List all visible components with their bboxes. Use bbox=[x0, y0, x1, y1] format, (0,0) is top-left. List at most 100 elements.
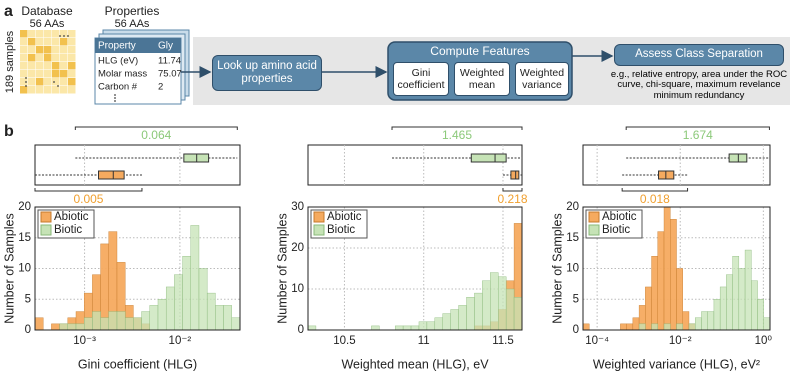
hist-bar bbox=[670, 219, 677, 331]
y-tick-label: 20 bbox=[291, 242, 304, 254]
table-cell: Molar mass bbox=[98, 69, 147, 80]
hist-bar bbox=[223, 305, 232, 331]
hist-bar bbox=[67, 323, 77, 331]
matrix-cell bbox=[68, 46, 76, 54]
hist-bar bbox=[744, 249, 752, 331]
plot-border bbox=[34, 206, 241, 331]
matrix-cell bbox=[52, 70, 60, 78]
hist-bar bbox=[426, 321, 436, 331]
matrix-cell bbox=[68, 30, 76, 38]
matrix-cell bbox=[28, 38, 36, 46]
hist-bar bbox=[402, 325, 412, 331]
matrix-cell bbox=[60, 86, 68, 94]
hist-bar bbox=[34, 317, 44, 331]
dot bbox=[57, 85, 59, 87]
feature-box: Weighted mean bbox=[454, 62, 510, 96]
dot bbox=[59, 35, 61, 37]
hist-bar bbox=[757, 299, 764, 331]
matrix-cell bbox=[68, 62, 76, 70]
table-cell: Carbon # bbox=[98, 82, 138, 93]
bracket bbox=[34, 188, 143, 192]
legend-label: Abiotic bbox=[602, 211, 637, 223]
x-axis-label: Gini coefficient (HLG) bbox=[78, 357, 197, 371]
y-tick-label: 20 bbox=[18, 201, 31, 213]
hist-bar bbox=[626, 323, 634, 331]
x-axis-label: Weighted variance (HLG), eV² bbox=[593, 357, 760, 371]
matrix-cell bbox=[44, 78, 52, 86]
hist-bar bbox=[174, 274, 183, 331]
hist-bar bbox=[620, 323, 627, 331]
x-tick-label: 10⁻³ bbox=[73, 335, 96, 347]
matrix-cell bbox=[52, 78, 60, 86]
hist-bar bbox=[165, 286, 175, 331]
legend-swatch bbox=[588, 224, 600, 236]
matrix-cell bbox=[36, 38, 44, 46]
hist-bar bbox=[701, 311, 708, 331]
legend-swatch bbox=[313, 224, 325, 236]
hist-bar bbox=[632, 317, 640, 331]
bracket bbox=[625, 126, 770, 130]
table-header: Gly bbox=[158, 41, 173, 52]
matrix-cell bbox=[36, 54, 44, 62]
hist-bar bbox=[410, 325, 420, 331]
hist-bar bbox=[108, 311, 118, 331]
hist-bar bbox=[713, 299, 721, 331]
matrix-cell bbox=[68, 54, 76, 62]
y-tick-label: 0 bbox=[573, 324, 579, 336]
separation-label: 0.005 bbox=[73, 192, 103, 206]
matrix-cell bbox=[60, 62, 68, 70]
hist-bar bbox=[732, 256, 740, 331]
x-tick-label: 10.5 bbox=[333, 335, 355, 347]
dot bbox=[67, 35, 69, 37]
matrix-cell bbox=[52, 62, 60, 70]
y-tick-label: 5 bbox=[25, 293, 31, 305]
legend-swatch bbox=[588, 211, 600, 223]
matrix-cell bbox=[68, 70, 76, 78]
assess-box: Assess Class Separation bbox=[614, 44, 784, 66]
matrix-cell bbox=[36, 62, 44, 70]
matrix-cell bbox=[52, 46, 60, 54]
separation-label: 0.018 bbox=[640, 192, 670, 206]
table-header: Property bbox=[98, 41, 136, 52]
hist-bar bbox=[59, 323, 69, 331]
y-tick-label: 0 bbox=[298, 324, 304, 336]
hist-bar bbox=[141, 311, 150, 331]
matrix-cell bbox=[68, 78, 76, 86]
matrix bbox=[20, 30, 76, 94]
matrix-cell bbox=[20, 86, 28, 94]
x-axis-label: Weighted mean (HLG), eV bbox=[341, 357, 489, 371]
matrix-cell bbox=[36, 70, 44, 78]
bracket bbox=[502, 188, 523, 192]
hist-bar bbox=[75, 323, 85, 331]
y-tick-label: 15 bbox=[18, 232, 31, 244]
legend-swatch bbox=[313, 211, 325, 223]
matrix-cell bbox=[60, 46, 68, 54]
matrix-cell bbox=[44, 54, 52, 62]
y-tick-label: 20 bbox=[566, 201, 579, 213]
hist-bar bbox=[474, 292, 483, 331]
y-axis-label: Number of Samples bbox=[2, 213, 16, 323]
matrix-cell bbox=[28, 46, 36, 54]
feature-box: Weighted variance bbox=[515, 62, 569, 96]
box bbox=[98, 170, 125, 180]
hist-bar bbox=[307, 325, 317, 331]
dot bbox=[63, 35, 65, 37]
matrix-cell bbox=[44, 62, 52, 70]
bracket bbox=[391, 126, 523, 130]
matrix-cell bbox=[68, 86, 76, 94]
y-tick-label: 30 bbox=[291, 201, 304, 213]
x-tick-label: 10⁰ bbox=[755, 335, 773, 347]
separation-label: 1.465 bbox=[442, 128, 472, 142]
hist-bar bbox=[149, 305, 159, 331]
hist-bar bbox=[719, 286, 727, 331]
matrix-cell bbox=[36, 78, 44, 86]
feature-box: Gini coefficient bbox=[393, 62, 449, 96]
db-rows: 189 samples bbox=[4, 30, 16, 93]
hist-bar bbox=[206, 292, 216, 331]
hist-bar bbox=[116, 311, 126, 331]
hist-bar bbox=[133, 317, 142, 331]
hist-bar bbox=[663, 206, 671, 331]
y-tick-label: 10 bbox=[566, 263, 579, 275]
plot-border bbox=[582, 206, 771, 331]
hist-bar bbox=[676, 268, 683, 331]
